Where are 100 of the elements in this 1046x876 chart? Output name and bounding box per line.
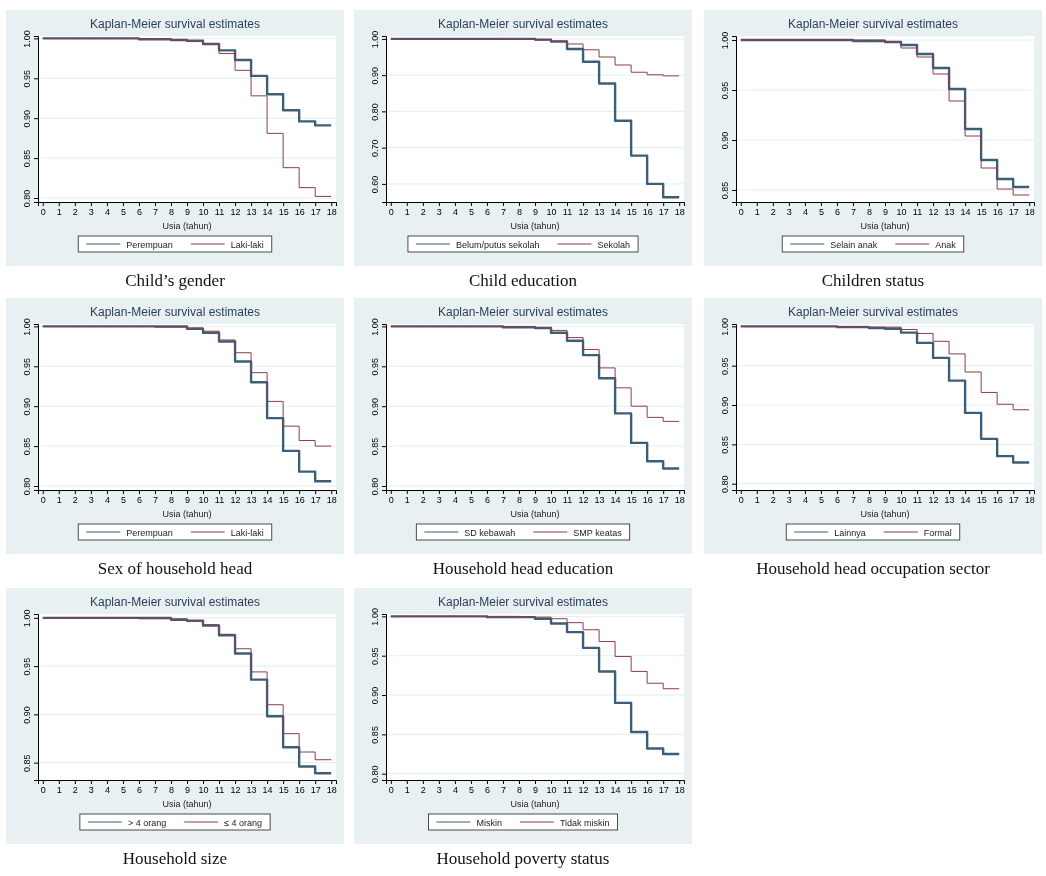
x-tick-label: 3 (88, 207, 94, 218)
y-tick-label: 1.00 (370, 318, 380, 336)
text: Children status (820, 271, 926, 291)
y-tick-label: 0.95 (370, 647, 380, 665)
x-tick-label: 16 (992, 495, 1003, 506)
y-tick-label: 0.95 (22, 657, 32, 676)
legend-label: Perempuan (126, 239, 173, 250)
chart-title: Kaplan-Meier survival estimates (787, 305, 959, 319)
x-tick-label: 3 (88, 495, 94, 506)
x-axis-title: Usia (tahun) (510, 509, 560, 519)
x-tick-label: 7 (152, 207, 158, 218)
y-tick-label: 0.95 (720, 357, 730, 375)
x-tick-label: 14 (960, 495, 971, 506)
x-tick-label: 11 (912, 207, 923, 218)
x-tick-label: 8 (866, 495, 872, 506)
y-tick-label: 0.85 (720, 436, 730, 454)
x-tick-label: 0 (40, 785, 46, 796)
x-tick-label: 10 (198, 785, 209, 796)
x-tick-label: 9 (882, 495, 889, 506)
y-tick-label: 1.00 (720, 31, 730, 50)
x-tick-label: 18 (674, 207, 685, 218)
x-tick-label: 2 (420, 785, 426, 796)
x-tick-label: 2 (770, 495, 776, 506)
y-tick-label: 0.85 (22, 754, 32, 772)
x-tick-label: 10 (546, 495, 557, 506)
text: Household poverty status (435, 849, 611, 869)
x-tick-label: 13 (246, 495, 257, 506)
x-tick-label: 11 (562, 495, 573, 506)
x-tick-label: 8 (168, 207, 174, 218)
x-tick-label: 12 (230, 207, 241, 218)
y-tick-label: 0.90 (370, 686, 380, 705)
x-tick-label: 3 (786, 207, 792, 218)
x-tick-label: 17 (658, 495, 669, 506)
y-tick-label: 0.85 (370, 726, 380, 744)
y-tick-label: 0.70 (370, 139, 380, 157)
x-tick-label: 18 (1024, 495, 1035, 506)
x-tick-label: 6 (484, 495, 490, 506)
x-tick-label: 4 (452, 785, 458, 796)
legend-label: Laki-laki (230, 239, 264, 250)
x-tick-label: 7 (850, 495, 856, 506)
legend-label: Formal (923, 527, 952, 538)
y-tick-label: 1.00 (370, 30, 380, 49)
x-tick-label: 8 (516, 207, 522, 218)
y-tick-label: 0.80 (720, 475, 730, 493)
x-tick-label: 9 (532, 495, 539, 506)
x-tick-label: 3 (436, 207, 442, 218)
x-tick-label: 18 (326, 785, 337, 796)
x-axis-title: Usia (tahun) (860, 221, 910, 231)
x-tick-label: 1 (404, 207, 410, 218)
legend-label: Selain anak (830, 239, 878, 250)
y-tick-label: 0.95 (22, 358, 32, 376)
legend-label: Tidak miskin (559, 817, 610, 828)
x-tick-label: 5 (468, 207, 474, 218)
x-tick-label: 2 (72, 207, 78, 218)
x-tick-label: 0 (388, 785, 394, 796)
y-tick-label: 0.90 (370, 397, 380, 416)
x-tick-label: 3 (786, 495, 792, 506)
x-tick-label: 12 (928, 495, 939, 506)
x-tick-label: 4 (452, 495, 458, 506)
y-tick-label: 0.85 (370, 437, 380, 456)
x-tick-label: 17 (310, 785, 321, 796)
x-tick-label: 17 (1008, 495, 1019, 506)
y-tick-label: 0.95 (22, 70, 32, 88)
legend-label: Miskin (476, 817, 502, 828)
y-tick-label: 0.85 (720, 181, 730, 200)
y-tick-label: 0.90 (22, 706, 32, 724)
x-tick-label: 6 (484, 785, 490, 796)
x-tick-label: 17 (1008, 207, 1019, 218)
x-tick-label: 8 (516, 495, 522, 506)
x-tick-label: 16 (294, 207, 305, 218)
x-tick-label: 1 (56, 785, 62, 796)
x-tick-label: 7 (152, 495, 158, 506)
x-tick-label: 11 (214, 207, 225, 218)
legend-label: SMP keatas (573, 527, 623, 538)
x-tick-label: 16 (294, 785, 305, 796)
x-tick-label: 12 (230, 785, 241, 796)
x-tick-label: 0 (738, 207, 744, 218)
y-tick-label: 1.00 (22, 318, 32, 336)
x-tick-label: 15 (976, 495, 987, 506)
x-tick-label: 8 (516, 785, 522, 796)
legend-label: SD kebawah (464, 527, 516, 538)
x-tick-label: 0 (388, 207, 394, 218)
x-tick-label: 10 (546, 785, 557, 796)
x-tick-label: 13 (944, 495, 955, 506)
x-tick-label: 2 (420, 207, 426, 218)
text: Child education (467, 271, 579, 291)
x-tick-label: 10 (198, 207, 209, 218)
x-tick-label: 1 (754, 207, 760, 218)
x-tick-label: 16 (642, 495, 653, 506)
x-tick-label: 13 (246, 785, 257, 796)
x-tick-label: 3 (436, 785, 442, 796)
x-tick-label: 17 (658, 207, 669, 218)
x-tick-label: 10 (198, 495, 209, 506)
y-tick-label: 0.80 (22, 477, 32, 496)
x-tick-label: 10 (546, 207, 557, 218)
y-tick-label: 1.00 (22, 609, 32, 628)
x-tick-label: 4 (452, 207, 458, 218)
x-tick-label: 15 (976, 207, 987, 218)
x-tick-label: 14 (262, 495, 273, 506)
x-tick-label: 3 (88, 785, 94, 796)
